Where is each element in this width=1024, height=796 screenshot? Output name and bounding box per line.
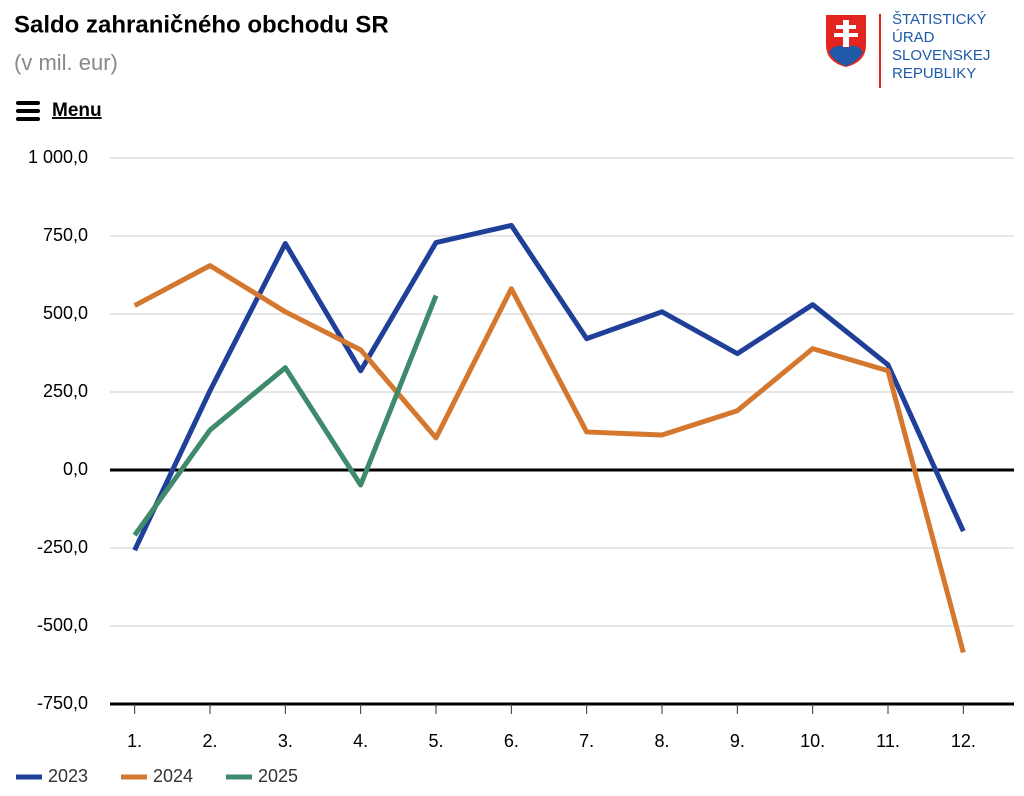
menu-icon [16,109,40,113]
menu-icon [16,101,40,105]
x-tick-label: 9. [730,731,745,751]
y-tick-label: -750,0 [37,693,88,713]
shield-cross [834,20,858,47]
menu-label[interactable]: Menu [52,100,102,121]
series-line [133,263,966,654]
shield-hills [829,45,863,66]
menu-icon [16,117,40,121]
x-tick-label: 10. [800,731,825,751]
legend-label: 2025 [258,766,298,786]
y-tick-label: -250,0 [37,537,88,557]
legend-label: 2024 [153,766,193,786]
x-tick-label: 8. [654,731,669,751]
x-tick-label: 1. [127,731,142,751]
legend-label: 2023 [48,766,88,786]
x-tick-label: 3. [278,731,293,751]
chart-title: Saldo zahraničného obchodu SR [14,11,389,38]
logo-text: ÚRAD [892,29,935,46]
x-tick-label: 2. [202,731,217,751]
x-tick-label: 4. [353,731,368,751]
series-line [132,222,966,552]
x-tick-label: 12. [951,731,976,751]
chart-subtitle: (v mil. eur) [14,50,118,75]
series-line [132,294,439,537]
y-tick-label: 500,0 [43,303,88,323]
x-tick-label: 7. [579,731,594,751]
logo-text: SLOVENSKEJ [892,47,990,64]
y-tick-label: 0,0 [63,459,88,479]
y-tick-label: 250,0 [43,381,88,401]
y-tick-label: -500,0 [37,615,88,635]
x-tick-label: 11. [876,731,900,751]
logo-text: REPUBLIKY [892,65,976,82]
logo-text: ŠTATISTICKÝ [892,11,986,28]
y-tick-label: 1 000,0 [28,147,88,167]
logo: ŠTATISTICKÝ ÚRAD SLOVENSKEJ REPUBLIKY [826,11,990,88]
y-tick-label: 750,0 [43,225,88,245]
x-tick-label: 6. [504,731,519,751]
menu-button[interactable]: Menu [16,100,102,121]
x-tick-label: 5. [428,731,443,751]
